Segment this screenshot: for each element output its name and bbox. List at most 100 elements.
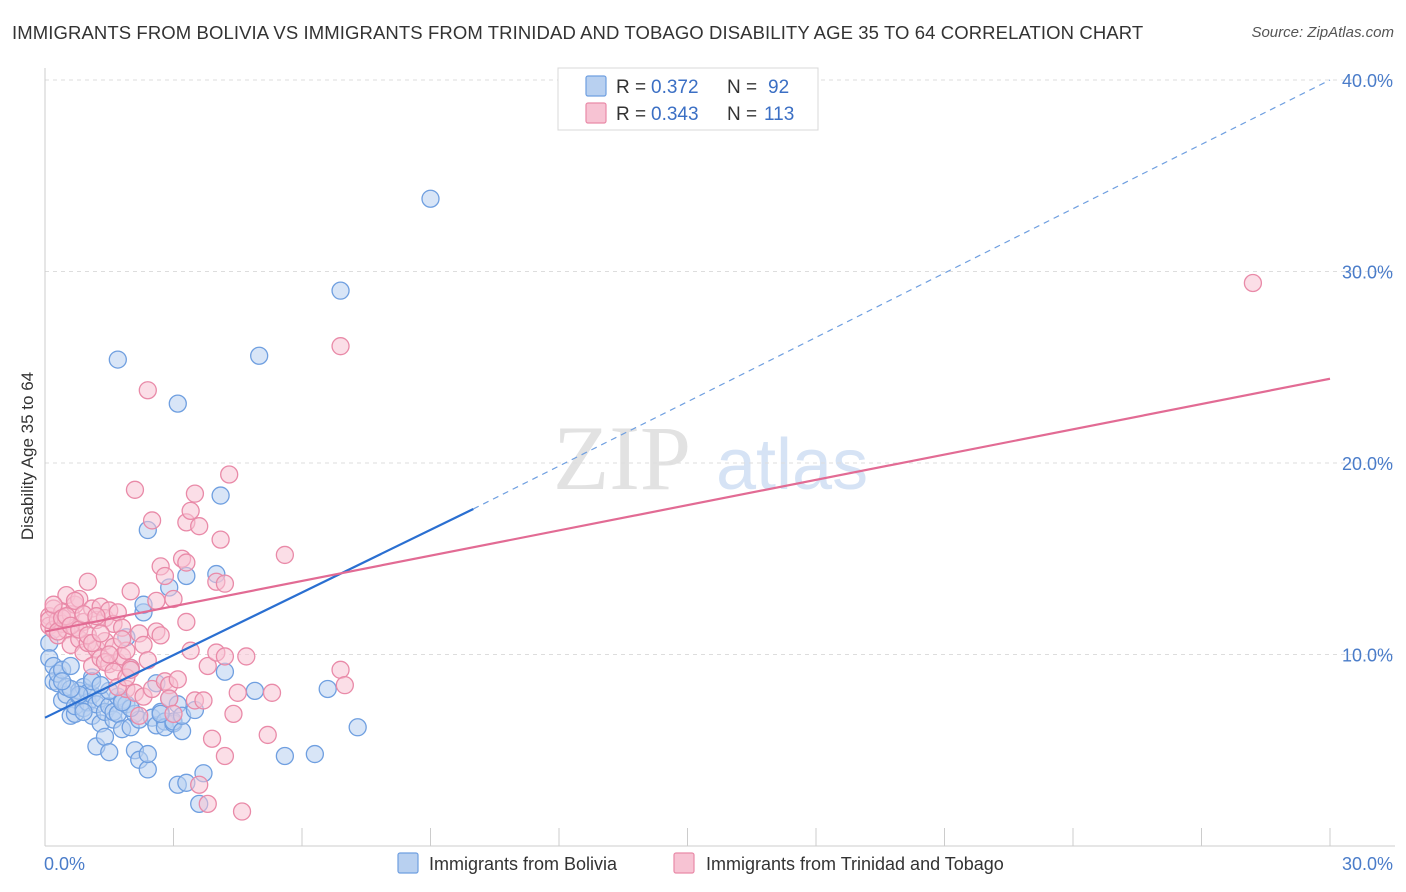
bolivia-point-48 — [138, 744, 157, 764]
legend-r-value-trinidad: 0.343 — [651, 104, 699, 125]
y-tick-label-1: 20.0% — [1342, 454, 1393, 474]
bolivia-point-91 — [52, 672, 72, 691]
trinidad-point-62 — [177, 612, 196, 632]
trinidad-point-90 — [335, 675, 354, 695]
trinidad-point-91 — [1243, 273, 1263, 293]
trinidad-point-86 — [262, 683, 282, 702]
trinidad-point-71 — [198, 794, 217, 814]
trinidad-trend-line — [44, 377, 1331, 633]
bolivia-point-70 — [215, 662, 235, 681]
bottom-legend-swatch-bolivia — [397, 852, 419, 874]
y-tick-labels: 10.0% 20.0% 30.0% 40.0% — [1342, 71, 1393, 666]
bolivia-point-10 — [61, 656, 80, 676]
trinidad-point-104 — [91, 624, 110, 643]
bolivia-point-80 — [168, 394, 187, 413]
bolivia-point-79 — [108, 350, 127, 369]
watermark-zip: ZIP — [553, 407, 691, 509]
legend-r-label-bolivia: R = — [616, 77, 646, 98]
y-tick-label-3: 40.0% — [1342, 71, 1393, 91]
trinidad-point-40 — [125, 480, 145, 499]
trinidad-point-79 — [215, 746, 235, 766]
bolivia-point-47 — [138, 760, 157, 779]
bolivia-point-72 — [250, 346, 269, 365]
bottom-legend: Immigrants from Bolivia Immigrants from … — [397, 852, 1004, 874]
bolivia-trend-line — [44, 507, 474, 719]
trinidad-point-47 — [138, 651, 157, 670]
trinidad-point-93 — [44, 595, 63, 614]
bolivia-point-71 — [245, 681, 265, 701]
legend-n-label-trinidad: N = — [727, 104, 757, 125]
legend-r-label-trinidad: R = — [616, 104, 646, 125]
legend-n-value-trinidad: 113 — [764, 104, 794, 125]
x-tick-label-1: 30.0% — [1342, 854, 1393, 874]
legend-n-value-bolivia: 92 — [768, 77, 789, 98]
trinidad-point-76 — [211, 530, 230, 549]
legend: R = 0.372 N = 92 R = 0.343 N = 113 — [557, 67, 819, 131]
x-tick-label-0: 0.0% — [44, 854, 85, 874]
trinidad-point-43 — [130, 706, 149, 725]
trinidad-point-65 — [181, 501, 200, 521]
bolivia-point-76 — [331, 281, 350, 300]
trinidad-point-38 — [121, 582, 140, 601]
trinidad-point-53 — [151, 626, 170, 645]
trinidad-point-59 — [164, 589, 183, 609]
trinidad-point-69 — [190, 517, 209, 536]
trinidad-point-98 — [65, 591, 85, 611]
bottom-legend-swatch-trinidad — [673, 852, 695, 874]
trinidad-point-57 — [160, 689, 179, 708]
trinidad-point-82 — [228, 683, 247, 702]
watermark-atlas: atlas — [716, 425, 868, 505]
chart-title: IMMIGRANTS FROM BOLIVIA VS IMMIGRANTS FR… — [12, 22, 1144, 43]
trinidad-point-80 — [220, 465, 239, 484]
trinidad-point-88 — [331, 337, 350, 356]
legend-r-value-bolivia: 0.372 — [651, 77, 699, 98]
trinidad-point-48 — [142, 511, 162, 530]
trinidad-point-78 — [215, 574, 235, 593]
y-tick-label-2: 30.0% — [1342, 263, 1393, 283]
bolivia-point-69 — [211, 486, 230, 505]
trinidad-point-81 — [224, 704, 243, 724]
bolivia-point-61 — [172, 721, 192, 741]
trinidad-point-70 — [194, 691, 213, 710]
bolivia-trend-dashed — [473, 79, 1331, 510]
gridlines — [45, 79, 1395, 655]
legend-swatch-trinidad — [585, 102, 607, 124]
bottom-legend-label-trinidad: Immigrants from Trinidad and Tobago — [706, 854, 1004, 874]
y-tick-label-0: 10.0% — [1342, 646, 1393, 666]
trinidad-point-72 — [198, 656, 217, 676]
trinidad-point-73 — [202, 729, 222, 748]
bolivia-point-29 — [100, 743, 119, 762]
bolivia-point-78 — [421, 189, 440, 208]
trinidad-point-58 — [164, 704, 183, 724]
bolivia-point-74 — [305, 744, 325, 764]
trinidad-point-77 — [215, 647, 235, 666]
watermark: ZIP atlas — [553, 407, 868, 509]
trinidad-point-84 — [237, 647, 256, 666]
trinidad-point-67 — [185, 484, 205, 503]
legend-swatch-bolivia — [585, 75, 607, 97]
axes — [44, 68, 1395, 847]
trinidad-point-112 — [190, 775, 209, 794]
source-label: Source: ZipAtlas.com — [1251, 24, 1394, 41]
bottom-legend-label-bolivia: Immigrants from Bolivia — [429, 854, 618, 874]
bolivia-point-77 — [348, 718, 367, 737]
trinidad-point-44 — [134, 635, 153, 655]
trinidad-point-89 — [331, 660, 350, 679]
x-tick-labels: 0.0% 30.0% — [44, 854, 1393, 874]
bolivia-point-73 — [275, 746, 295, 766]
trinidad-point-46 — [138, 381, 157, 400]
trinidad-point-87 — [275, 545, 295, 565]
bolivia-point-27 — [95, 727, 115, 746]
trinidad-point-18 — [78, 572, 97, 591]
trinidad-point-54 — [155, 566, 175, 586]
y-axis-label: Disability Age 35 to 64 — [18, 372, 37, 540]
trinidad-point-109 — [112, 630, 132, 649]
bolivia-point-75 — [318, 679, 337, 699]
bolivia-point-88 — [74, 702, 93, 722]
trinidad-point-106 — [100, 645, 119, 664]
trinidad-point-60 — [168, 670, 187, 689]
trinidad-point-51 — [147, 591, 166, 611]
trinidad-point-63 — [177, 553, 196, 572]
trinidad-point-83 — [232, 802, 252, 821]
